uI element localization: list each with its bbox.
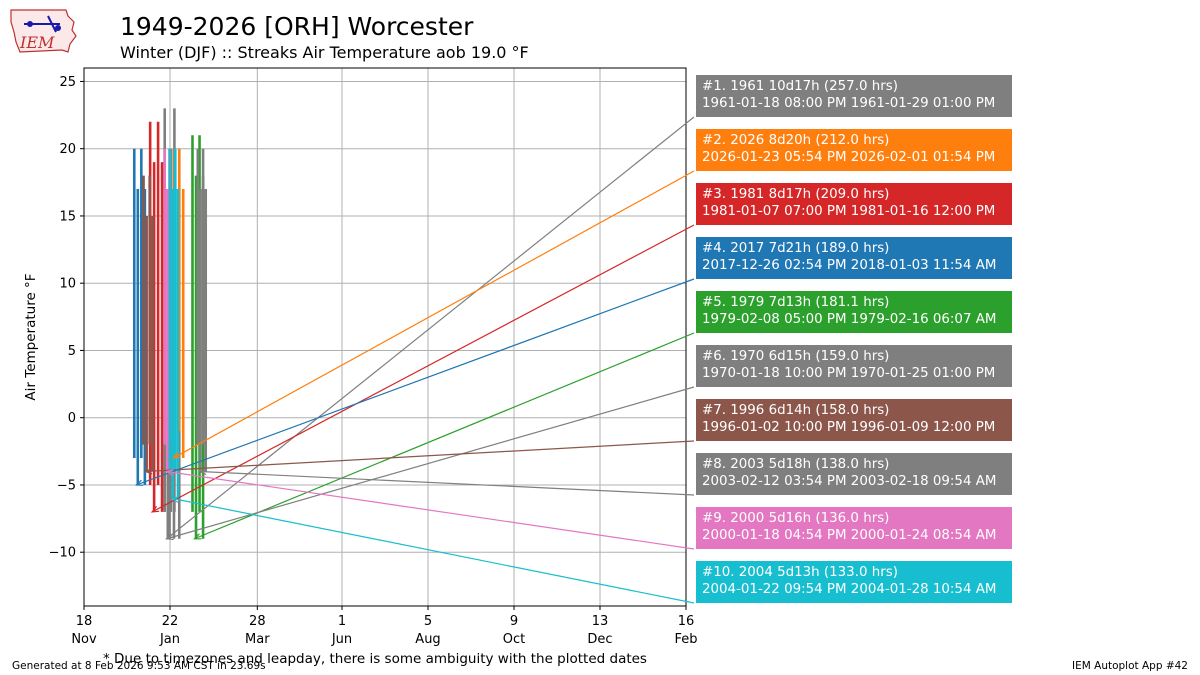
generated-timestamp: Generated at 8 Feb 2026 9:53 AM CST in 2…	[12, 660, 266, 672]
x-tick-month-label: Dec	[587, 632, 612, 647]
legend-entry-title: #4. 2017 7d21h (189.0 hrs)	[702, 241, 890, 256]
legend-entry-3: #3. 1981 8d17h (209.0 hrs) 1981-01-07 07:…	[696, 183, 1012, 225]
y-tick-label: 15	[59, 209, 76, 224]
x-tick-day-label: 18	[76, 614, 93, 629]
y-tick-label: 0	[68, 411, 76, 426]
legend-entry-period: 1970-01-18 10:00 PM 1970-01-25 01:00 PM	[702, 365, 996, 381]
connector-arrowhead	[144, 467, 153, 475]
legend-entry-period: 1981-01-07 07:00 PM 1981-01-16 12:00 PM	[702, 203, 996, 219]
connector-arrowhead	[150, 506, 160, 513]
connector-line	[199, 470, 695, 496]
legend-entry-title: #9. 2000 5d16h (136.0 hrs)	[702, 511, 890, 526]
connector-arrowhead	[134, 479, 144, 486]
legend-entry-title: #10. 2004 5d13h (133.0 hrs)	[702, 565, 898, 580]
legend-entry-6: #6. 1970 6d15h (159.0 hrs) 1970-01-18 10:…	[696, 345, 1012, 387]
x-tick-day-label: 1	[338, 614, 346, 629]
legend-entry-period: 1996-01-02 10:00 PM 1996-01-09 12:00 PM	[702, 419, 996, 435]
legend-entry-title: #2. 2026 8d20h (212.0 hrs)	[702, 133, 890, 148]
legend-entry-title: #6. 1970 6d15h (159.0 hrs)	[702, 349, 890, 364]
legend-entry-1: #1. 1961 10d17h (257.0 hrs) 1961-01-18 08…	[696, 75, 1012, 117]
streak-series-7	[142, 175, 155, 472]
app-id: IEM Autoplot App #42	[1072, 660, 1188, 672]
x-tick-day-label: 28	[249, 614, 266, 629]
chart-subtitle: Winter (DJF) :: Streaks Air Temperature …	[120, 43, 529, 62]
connector-line	[173, 170, 695, 459]
y-axis-label: Air Temperature °F	[23, 273, 39, 400]
x-tick-day-label: 16	[678, 614, 695, 629]
connector-line	[166, 116, 695, 540]
legend-entry-2: #2. 2026 8d20h (212.0 hrs) 2026-01-23 05:…	[696, 129, 1012, 171]
legend-entry-title: #3. 1981 8d17h (209.0 hrs)	[702, 187, 890, 202]
x-tick-day-label: 5	[424, 614, 432, 629]
connector-line	[166, 386, 695, 540]
x-tick-month-label: Mar	[245, 632, 270, 647]
legend-entry-period: 2000-01-18 04:54 PM 2000-01-24 08:54 AM	[702, 527, 997, 543]
x-tick-day-label: 13	[592, 614, 609, 629]
y-tick-label: 25	[59, 75, 76, 90]
x-tick-month-label: Aug	[415, 632, 440, 647]
legend-entry-period: 2026-01-23 05:54 PM 2026-02-01 01:54 PM	[702, 149, 996, 165]
y-tick-label: 20	[59, 142, 76, 157]
y-tick-label: 5	[68, 344, 76, 359]
connector-line	[145, 440, 695, 473]
legend-entry-8: #8. 2003 5d18h (138.0 hrs) 2003-02-12 03:…	[696, 453, 1012, 495]
connector-arrowhead	[165, 469, 174, 476]
connector-arrowhead	[170, 496, 179, 503]
x-tick-month-label: Oct	[503, 632, 525, 647]
connector-arrowhead	[171, 452, 181, 459]
legend-entry-title: #1. 1961 10d17h (257.0 hrs)	[702, 79, 898, 94]
legend-entry-title: #5. 1979 7d13h (181.1 hrs)	[702, 295, 890, 310]
streak-series-10	[168, 148, 180, 499]
logo-text: IEM	[19, 33, 55, 52]
connector-line	[151, 224, 695, 513]
x-tick-day-label: 22	[162, 614, 179, 629]
legend-entry-9: #9. 2000 5d16h (136.0 hrs) 2000-01-18 04:…	[696, 507, 1012, 549]
legend-entry-period: 1961-01-18 08:00 PM 1961-01-29 01:00 PM	[702, 95, 996, 111]
legend-entry-10: #10. 2004 5d13h (133.0 hrs) 2004-01-22 09…	[696, 561, 1012, 603]
connector-arrowhead	[193, 533, 202, 540]
connector-line	[171, 497, 695, 604]
y-tick-label: −5	[57, 478, 76, 493]
iem-logo: IEM	[8, 6, 80, 58]
connector-arrowhead	[165, 533, 174, 541]
legend-entry-5: #5. 1979 7d13h (181.1 hrs) 1979-02-08 05:…	[696, 291, 1012, 333]
chart-title: 1949-2026 [ORH] Worcester	[120, 12, 474, 41]
legend-entry-7: #7. 1996 6d14h (158.0 hrs) 1996-01-02 10:…	[696, 399, 1012, 441]
legend-entry-title: #7. 1996 6d14h (158.0 hrs)	[702, 403, 890, 418]
connector-line	[166, 470, 695, 550]
connector-line	[194, 332, 695, 540]
x-tick-day-label: 9	[510, 614, 518, 629]
x-tick-month-label: Jan	[159, 632, 180, 647]
x-tick-month-label: Jun	[331, 632, 352, 647]
plot-frame	[83, 67, 687, 607]
legend-entry-period: 2004-01-22 09:54 PM 2004-01-28 10:54 AM	[702, 581, 997, 597]
legend-entry-title: #8. 2003 5d18h (138.0 hrs)	[702, 457, 890, 472]
x-tick-month-label: Feb	[674, 632, 697, 647]
connector-arrowhead	[198, 468, 207, 476]
legend-entry-period: 1979-02-08 05:00 PM 1979-02-16 06:07 AM	[702, 311, 997, 327]
connector-line	[136, 278, 695, 486]
y-tick-label: −10	[49, 546, 76, 561]
footnote: * Due to timezones and leapday, there is…	[103, 651, 647, 667]
streak-series-4	[132, 148, 147, 485]
legend-entry-period: 2003-02-12 03:54 PM 2003-02-18 09:54 AM	[702, 473, 997, 489]
streak-series-8	[196, 148, 208, 472]
x-tick-month-label: Nov	[71, 632, 97, 647]
legend-entry-4: #4. 2017 7d21h (189.0 hrs) 2017-12-26 02:…	[696, 237, 1012, 279]
legend-entry-period: 2017-12-26 02:54 PM 2018-01-03 11:54 AM	[702, 257, 997, 273]
y-tick-label: 10	[59, 277, 76, 292]
